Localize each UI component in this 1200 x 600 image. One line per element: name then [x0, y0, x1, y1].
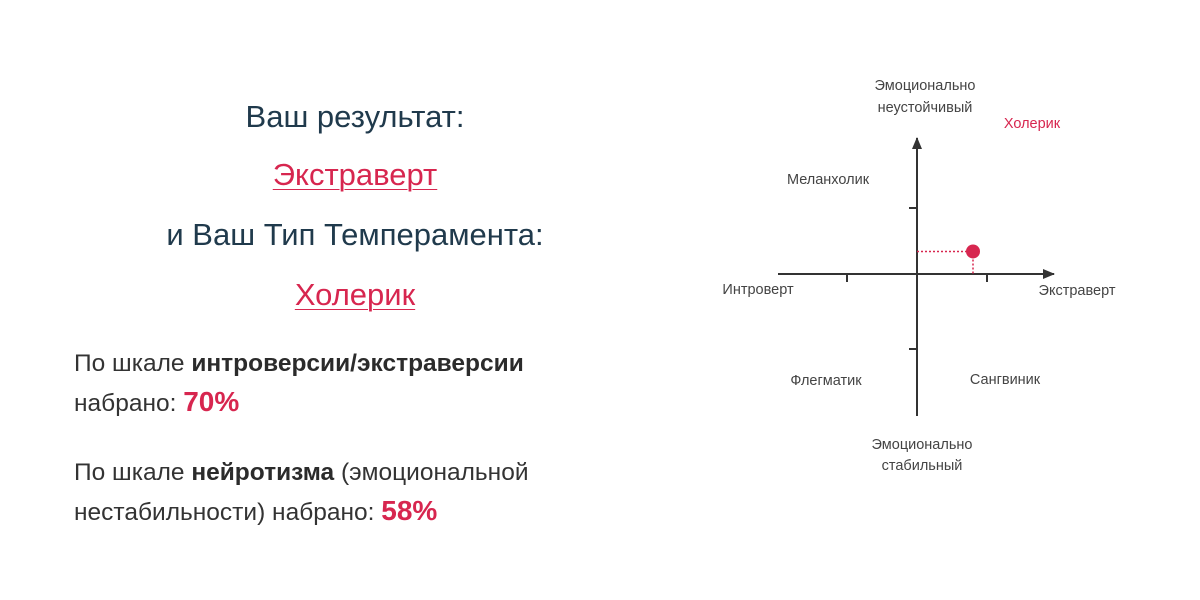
- temperament-link[interactable]: Холерик: [294, 277, 416, 312]
- top-axis-label-line2: неустойчивый: [878, 100, 973, 116]
- quadrant-label-sanguine: Сангвиник: [970, 372, 1041, 388]
- extraversion-stat-line1: По шкале интроверсии/экстраверсии: [74, 345, 674, 383]
- result-panel: Ваш результат: Экстраверт и Ваш Тип Темп…: [74, 99, 674, 532]
- type-link[interactable]: Экстраверт: [272, 157, 438, 192]
- bottom-axis-label-line2: стабильный: [882, 458, 963, 474]
- temperament-row: Холерик: [0, 275, 710, 315]
- neuroticism-prefix: По шкале: [74, 459, 192, 486]
- neuroticism-middle: (эмоциональной: [334, 459, 529, 486]
- neuroticism-stat-line1: По шкале нейротизма (эмоциональной: [74, 454, 674, 492]
- quadrant-label-phlegmatic: Флегматик: [790, 373, 862, 389]
- extraversion-stat: По шкале интроверсии/экстраверсии набран…: [74, 345, 674, 423]
- extraversion-prefix: По шкале: [74, 350, 192, 377]
- neuroticism-suffix: нестабильности) набрано:: [74, 499, 382, 526]
- left-axis-label: Интроверт: [722, 282, 794, 298]
- temperament-diagram: Эмоционально неустойчивый Холерик Меланх…: [722, 78, 1116, 474]
- neuroticism-stat-line2: нестабильности) набрано: 58%: [74, 492, 674, 532]
- neuroticism-value: 58%: [381, 495, 438, 526]
- extraversion-stat-line2: набрано: 70%: [74, 383, 674, 423]
- quadrant-label-melancholic: Меланхолик: [787, 172, 870, 188]
- right-axis-label: Экстраверт: [1039, 283, 1116, 299]
- extraversion-scale-name: интроверсии/экстраверсии: [191, 350, 524, 377]
- result-type-row: Экстраверт: [0, 155, 710, 195]
- extraversion-value: 70%: [183, 386, 240, 417]
- result-heading: Ваш результат:: [245, 99, 465, 134]
- neuroticism-scale-name: нейротизма: [191, 459, 335, 486]
- neuroticism-stat: По шкале нейротизма (эмоциональной неста…: [74, 454, 674, 532]
- top-axis-label-line1: Эмоционально: [875, 78, 976, 94]
- quadrant-label-choleric: Холерик: [1004, 116, 1061, 132]
- bottom-axis-label-line1: Эмоционально: [872, 437, 973, 453]
- result-marker: [966, 244, 980, 259]
- temperament-heading: и Ваш Тип Темперамента:: [166, 217, 544, 252]
- extraversion-suffix: набрано:: [74, 390, 184, 417]
